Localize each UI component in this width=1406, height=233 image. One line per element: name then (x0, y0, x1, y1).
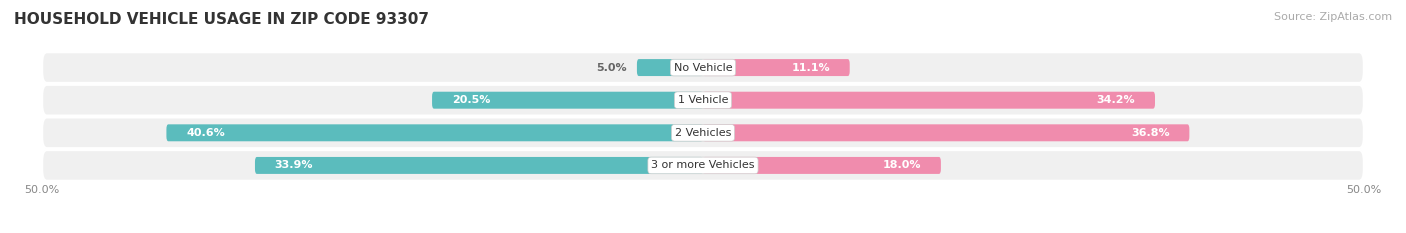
Text: 34.2%: 34.2% (1097, 95, 1135, 105)
FancyBboxPatch shape (166, 124, 703, 141)
Text: 40.6%: 40.6% (186, 128, 225, 138)
Text: 3 or more Vehicles: 3 or more Vehicles (651, 161, 755, 170)
FancyBboxPatch shape (703, 157, 941, 174)
Text: Source: ZipAtlas.com: Source: ZipAtlas.com (1274, 12, 1392, 22)
Text: 18.0%: 18.0% (883, 161, 921, 170)
FancyBboxPatch shape (703, 92, 1154, 109)
Text: 33.9%: 33.9% (274, 161, 314, 170)
FancyBboxPatch shape (432, 92, 703, 109)
FancyBboxPatch shape (703, 124, 1189, 141)
FancyBboxPatch shape (254, 157, 703, 174)
Text: 36.8%: 36.8% (1130, 128, 1170, 138)
Text: 20.5%: 20.5% (451, 95, 491, 105)
FancyBboxPatch shape (42, 150, 1364, 181)
Text: No Vehicle: No Vehicle (673, 63, 733, 72)
FancyBboxPatch shape (42, 52, 1364, 83)
Text: HOUSEHOLD VEHICLE USAGE IN ZIP CODE 93307: HOUSEHOLD VEHICLE USAGE IN ZIP CODE 9330… (14, 12, 429, 27)
Text: 2 Vehicles: 2 Vehicles (675, 128, 731, 138)
Text: 11.1%: 11.1% (792, 63, 830, 72)
FancyBboxPatch shape (637, 59, 703, 76)
FancyBboxPatch shape (703, 59, 849, 76)
Text: 1 Vehicle: 1 Vehicle (678, 95, 728, 105)
FancyBboxPatch shape (42, 85, 1364, 116)
Text: 5.0%: 5.0% (596, 63, 626, 72)
FancyBboxPatch shape (42, 117, 1364, 148)
